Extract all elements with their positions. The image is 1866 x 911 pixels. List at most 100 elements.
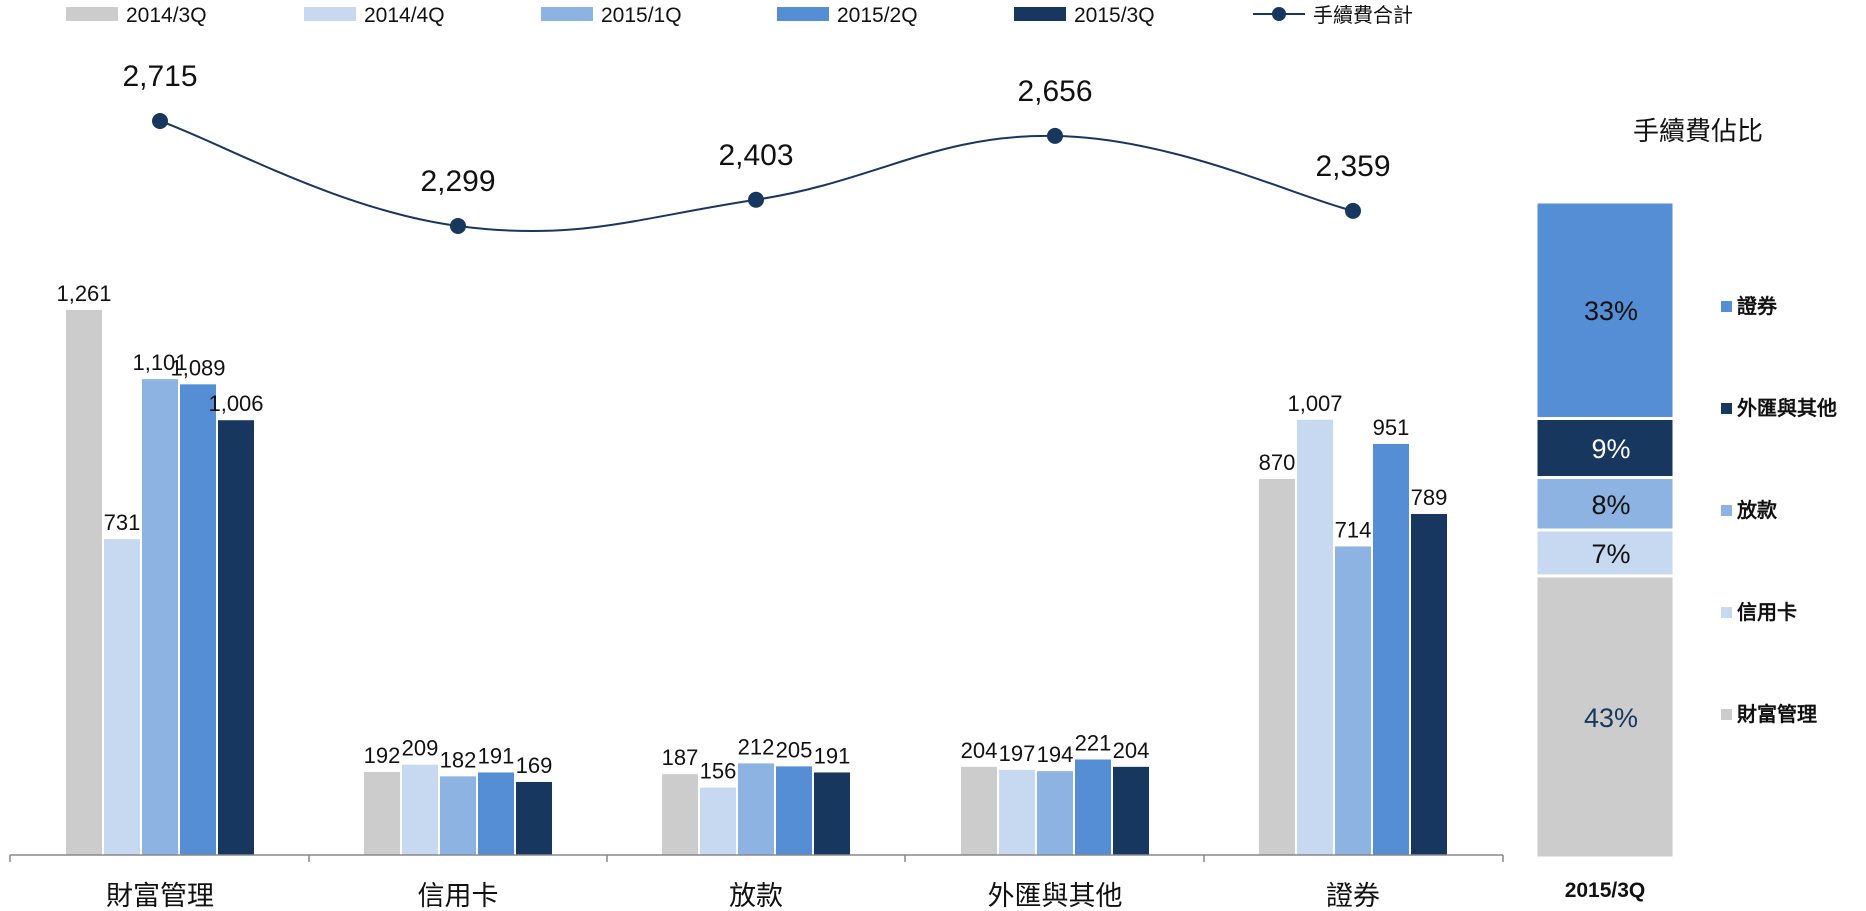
share-segment-label: 33% [1584,296,1638,326]
total-fee-label: 2,715 [122,60,197,93]
bar-4-1 [1297,419,1333,855]
bar-value-label: 1,101 [132,350,187,375]
bar-2-4 [814,772,850,855]
share-segment-label: 9% [1591,434,1630,464]
bar-value-label: 951 [1373,415,1410,440]
legend-label: 2014/4Q [364,4,445,27]
total-fee-point [152,113,168,129]
share-legend-label: 財富管理 [1737,702,1817,726]
bar-value-label: 194 [1037,742,1074,767]
legend-top: 2014/3Q 2014/4Q 2015/1Q 2015/2Q 2015/3Q 手續費合計 [66,3,1413,27]
legend-swatch [777,7,829,21]
bar-value-label: 1,089 [170,355,225,380]
bar-value-label: 221 [1075,730,1112,755]
bar-value-label: 1,261 [56,281,111,306]
total-fee-point [450,218,466,234]
bar-3-3 [1075,759,1111,855]
legend-swatch [66,7,118,21]
bar-value-label: 204 [1113,738,1150,763]
total-fee-line-path [159,120,1354,233]
bar-4-2 [1335,546,1371,855]
bar-0-1 [104,539,140,855]
share-legend-label: 外匯與其他 [1737,396,1837,420]
legend-label: 2014/3Q [126,4,207,27]
total-fee-label: 2,359 [1315,150,1390,183]
bar-3-2 [1037,771,1073,855]
share-legend-swatch [1721,607,1732,618]
share-category-label: 2015/3Q [1565,879,1646,902]
bar-2-3 [776,766,812,855]
bar-groups [66,310,1447,855]
share-stacked-bar: 43% 7% 8% 9% 33% 手續費佔比 2015/3Q [1534,117,1763,902]
total-fee-label: 2,299 [420,165,495,198]
share-segment [1534,416,1676,480]
share-legend-label: 信用卡 [1737,600,1797,624]
bar-1-2 [440,776,476,855]
bar-value-label: 209 [402,736,439,761]
share-legend-swatch [1721,301,1732,312]
share-segment-label: 43% [1584,703,1638,733]
share-legend-swatch [1721,709,1732,720]
share-segment [1534,528,1676,578]
bar-3-0 [961,766,997,855]
share-segment [1534,574,1676,860]
category-label: 財富管理 [106,881,214,911]
bar-1-1 [402,764,438,855]
bar-value-label: 1,007 [1287,391,1342,416]
total-fee-point [748,191,764,208]
legend-label: 2015/3Q [1074,4,1155,27]
bar-0-4 [218,420,254,855]
bar-0-2 [142,379,178,855]
legend-swatch [1014,7,1066,21]
share-segment-label: 7% [1591,539,1630,569]
bar-value-label: 204 [961,738,998,763]
share-title: 手續費佔比 [1633,117,1763,147]
bar-4-3 [1373,443,1409,855]
legend-swatch [541,7,593,21]
bar-2-2 [738,763,774,855]
bar-4-0 [1259,478,1295,855]
bar-1-4 [516,781,552,855]
total-fee-point [1047,127,1063,144]
legend-label: 2015/2Q [837,4,918,27]
bar-value-label: 156 [700,759,737,784]
legend-line-marker [1272,7,1286,21]
bar-value-label: 212 [738,734,775,759]
category-label: 信用卡 [418,881,499,911]
bar-3-4 [1113,766,1149,855]
bar-value-label: 169 [516,753,553,778]
bar-0-3 [180,384,216,855]
bar-value-label: 191 [478,743,515,768]
bar-value-label: 205 [776,737,813,762]
bar-value-label: 1,006 [208,391,263,416]
bar-4-4 [1411,513,1447,855]
category-label: 外匯與其他 [988,881,1123,911]
share-segment-label: 8% [1591,490,1630,520]
bar-value-label: 182 [440,747,477,772]
bar-value-label: 191 [814,743,851,768]
x-axis: 財富管理 信用卡 放款 外匯與其他 證券 [9,854,1504,911]
legend-label: 2015/1Q [601,4,682,27]
legend-label: 手續費合計 [1313,3,1413,27]
legend-swatch [304,7,356,21]
bar-value-label: 731 [104,510,141,535]
bar-value-label: 714 [1335,517,1372,542]
bar-value-label: 192 [364,743,401,768]
total-fee-line: 2,715 2,299 2,403 2,656 2,359 [122,60,1391,234]
bar-3-1 [999,769,1035,855]
category-label: 放款 [729,881,783,911]
total-fee-label: 2,656 [1017,75,1092,108]
share-segment [1534,200,1676,420]
bar-value-label: 187 [662,745,699,770]
total-fee-label: 2,403 [718,139,793,172]
bar-value-label: 197 [999,741,1036,766]
bar-0-0 [66,310,102,855]
bar-1-0 [364,772,400,855]
bar-value-label: 789 [1411,485,1448,510]
share-legend-label: 證券 [1737,294,1778,318]
share-legend-swatch [1721,505,1732,516]
share-legend-label: 放款 [1736,498,1778,522]
